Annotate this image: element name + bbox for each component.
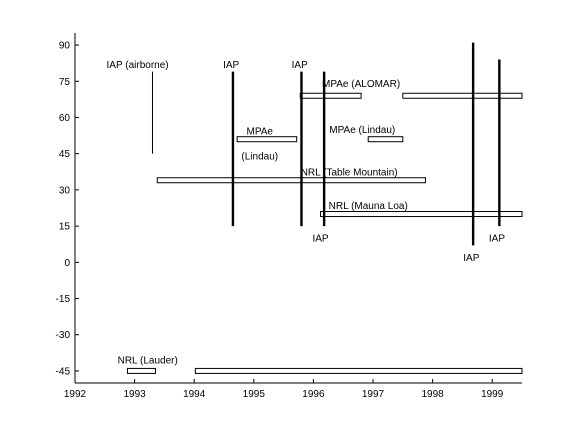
axes: 1992 1993 1994 1995 1996 1997 1998 1999 90 75 60 45… [56, 33, 522, 400]
interval-bar [194, 367, 523, 374]
x-tick-label: 1993 [123, 389, 146, 400]
annotation-label: IAP [292, 60, 308, 71]
x-tick-label: 1996 [302, 389, 325, 400]
interval-bar [367, 136, 404, 143]
interval-bar [236, 136, 298, 143]
annotation-label: IAP [489, 234, 505, 245]
y-tick-label: -45 [56, 366, 71, 377]
interval-bar [402, 92, 523, 99]
interval-bar [299, 92, 362, 99]
annotation-label: MPAe (ALOMAR) [322, 79, 400, 90]
x-tick-label: 1995 [243, 389, 266, 400]
interval-bar [126, 367, 156, 374]
y-tick-label: 30 [59, 185, 71, 196]
y-tick-label: 75 [59, 77, 71, 88]
x-tick-label: 1992 [64, 389, 87, 400]
y-tick-label: 45 [59, 149, 71, 160]
annotation-label: NRL (Lauder) [118, 356, 178, 367]
y-tick-label: 60 [59, 113, 71, 124]
y-tick-label: 0 [64, 258, 70, 269]
annotation-label: MPAe [247, 126, 274, 137]
x-tick-label: 1998 [421, 389, 444, 400]
x-tick-label: 1999 [481, 389, 504, 400]
x-tick-label: 1997 [362, 389, 385, 400]
annotation-label: IAP [312, 234, 328, 245]
y-tick-label: -30 [56, 330, 71, 341]
campaign-lines [151, 42, 501, 246]
interval-bar [156, 177, 426, 184]
annotation-label: IAP [223, 60, 239, 71]
annotation-labels: IAP (airborne) IAP IAP IAP IAP IAP MPAe (ALOMA… [107, 60, 506, 367]
interval-bar [320, 211, 523, 218]
annotation-label: NRL (Table Mountain) [301, 167, 398, 178]
annotation-label: IAP [463, 253, 479, 264]
annotation-label: MPAe (Lindau) [329, 125, 395, 136]
annotation-label: NRL (Mauna Loa) [329, 201, 408, 212]
x-tick-label: 1994 [183, 389, 206, 400]
y-tick-label: 15 [59, 222, 71, 233]
interval-bars [126, 92, 523, 374]
y-tick-label: -15 [56, 294, 71, 305]
y-tick-label: 90 [59, 41, 71, 52]
annotation-label: IAP (airborne) [107, 60, 169, 71]
annotation-label: (Lindau) [241, 152, 278, 163]
